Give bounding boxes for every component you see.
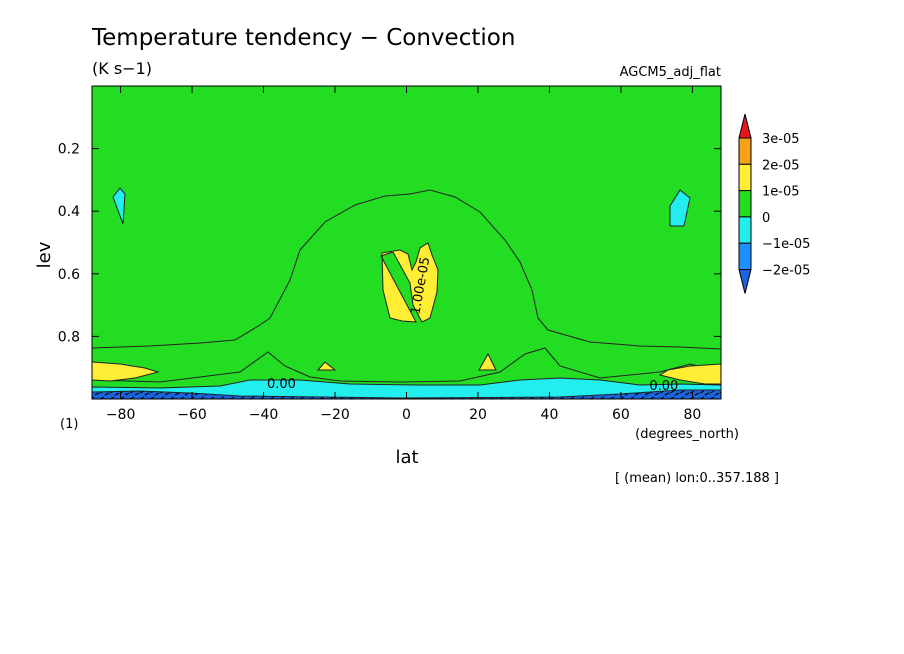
colorbar-label: 3e-05 (762, 132, 800, 147)
contour-yellow-small-2 (478, 352, 497, 371)
y-units-label: (1) (60, 417, 78, 432)
colorbar-label: 1e-05 (762, 185, 800, 200)
contour-label: 0.00 (649, 379, 678, 394)
contour-cyan-surface-layer (92, 377, 721, 399)
x-tick-label: 0 (402, 407, 411, 423)
colorbar-band (738, 216, 752, 244)
contour-cyan-south-patch (112, 187, 126, 225)
x-tick-label: 80 (683, 407, 701, 423)
x-tick-label: −80 (106, 407, 136, 423)
colorbar: 3e-05 2e-05 1e-05 0 −1e-05 −2e-05 (738, 113, 810, 294)
y-axis-title: lev (34, 241, 55, 268)
contour-yellow-small-1 (316, 361, 337, 371)
x-tick-label: −60 (177, 407, 207, 423)
x-tick-label: 60 (612, 407, 630, 423)
y-tick-label: 0.8 (58, 329, 80, 345)
y-tick-label: 0.6 (58, 267, 80, 283)
colorbar-top-arrow (738, 113, 752, 139)
contour-field (92, 86, 721, 399)
x-tick-label: 40 (541, 407, 559, 423)
contour-yellow-north-band (658, 363, 721, 385)
y-tick-label: 0.2 (58, 142, 80, 158)
colorbar-band (738, 137, 752, 165)
contour-blue-surface-layer (92, 389, 721, 399)
contour-cyan-north-patch (669, 189, 691, 227)
x-tick-label: −20 (320, 407, 350, 423)
colorbar-band (738, 242, 752, 270)
contour-yellow-south-band (92, 361, 160, 382)
colorbar-label: 0 (762, 211, 770, 226)
contour-yellow-center (380, 242, 439, 323)
colorbar-label: 2e-05 (762, 158, 800, 173)
contour-line-upper (92, 189, 721, 350)
experiment-label: AGCM5_adj_flat (620, 65, 721, 80)
contour-label: 0.00 (267, 377, 296, 392)
colorbar-band (738, 190, 752, 218)
averaging-note: [ (mean) lon:0..357.188 ] (615, 471, 779, 486)
y-tick-label: 0.4 (58, 204, 80, 220)
x-tick-label: −40 (249, 407, 279, 423)
x-axis-title: lat (395, 447, 418, 468)
units-label: (K s−1) (92, 59, 152, 78)
colorbar-label: −1e-05 (762, 237, 810, 252)
x-tick-label: 20 (469, 407, 487, 423)
colorbar-bottom-arrow (738, 269, 752, 294)
colorbar-label: −2e-05 (762, 264, 810, 279)
chart-title: Temperature tendency − Convection (91, 25, 515, 51)
colorbar-band (738, 163, 752, 192)
x-units-label: (degrees_north) (635, 427, 739, 442)
field-background-0-to-1e-05 (92, 86, 721, 399)
contour-line-lower (92, 347, 721, 383)
